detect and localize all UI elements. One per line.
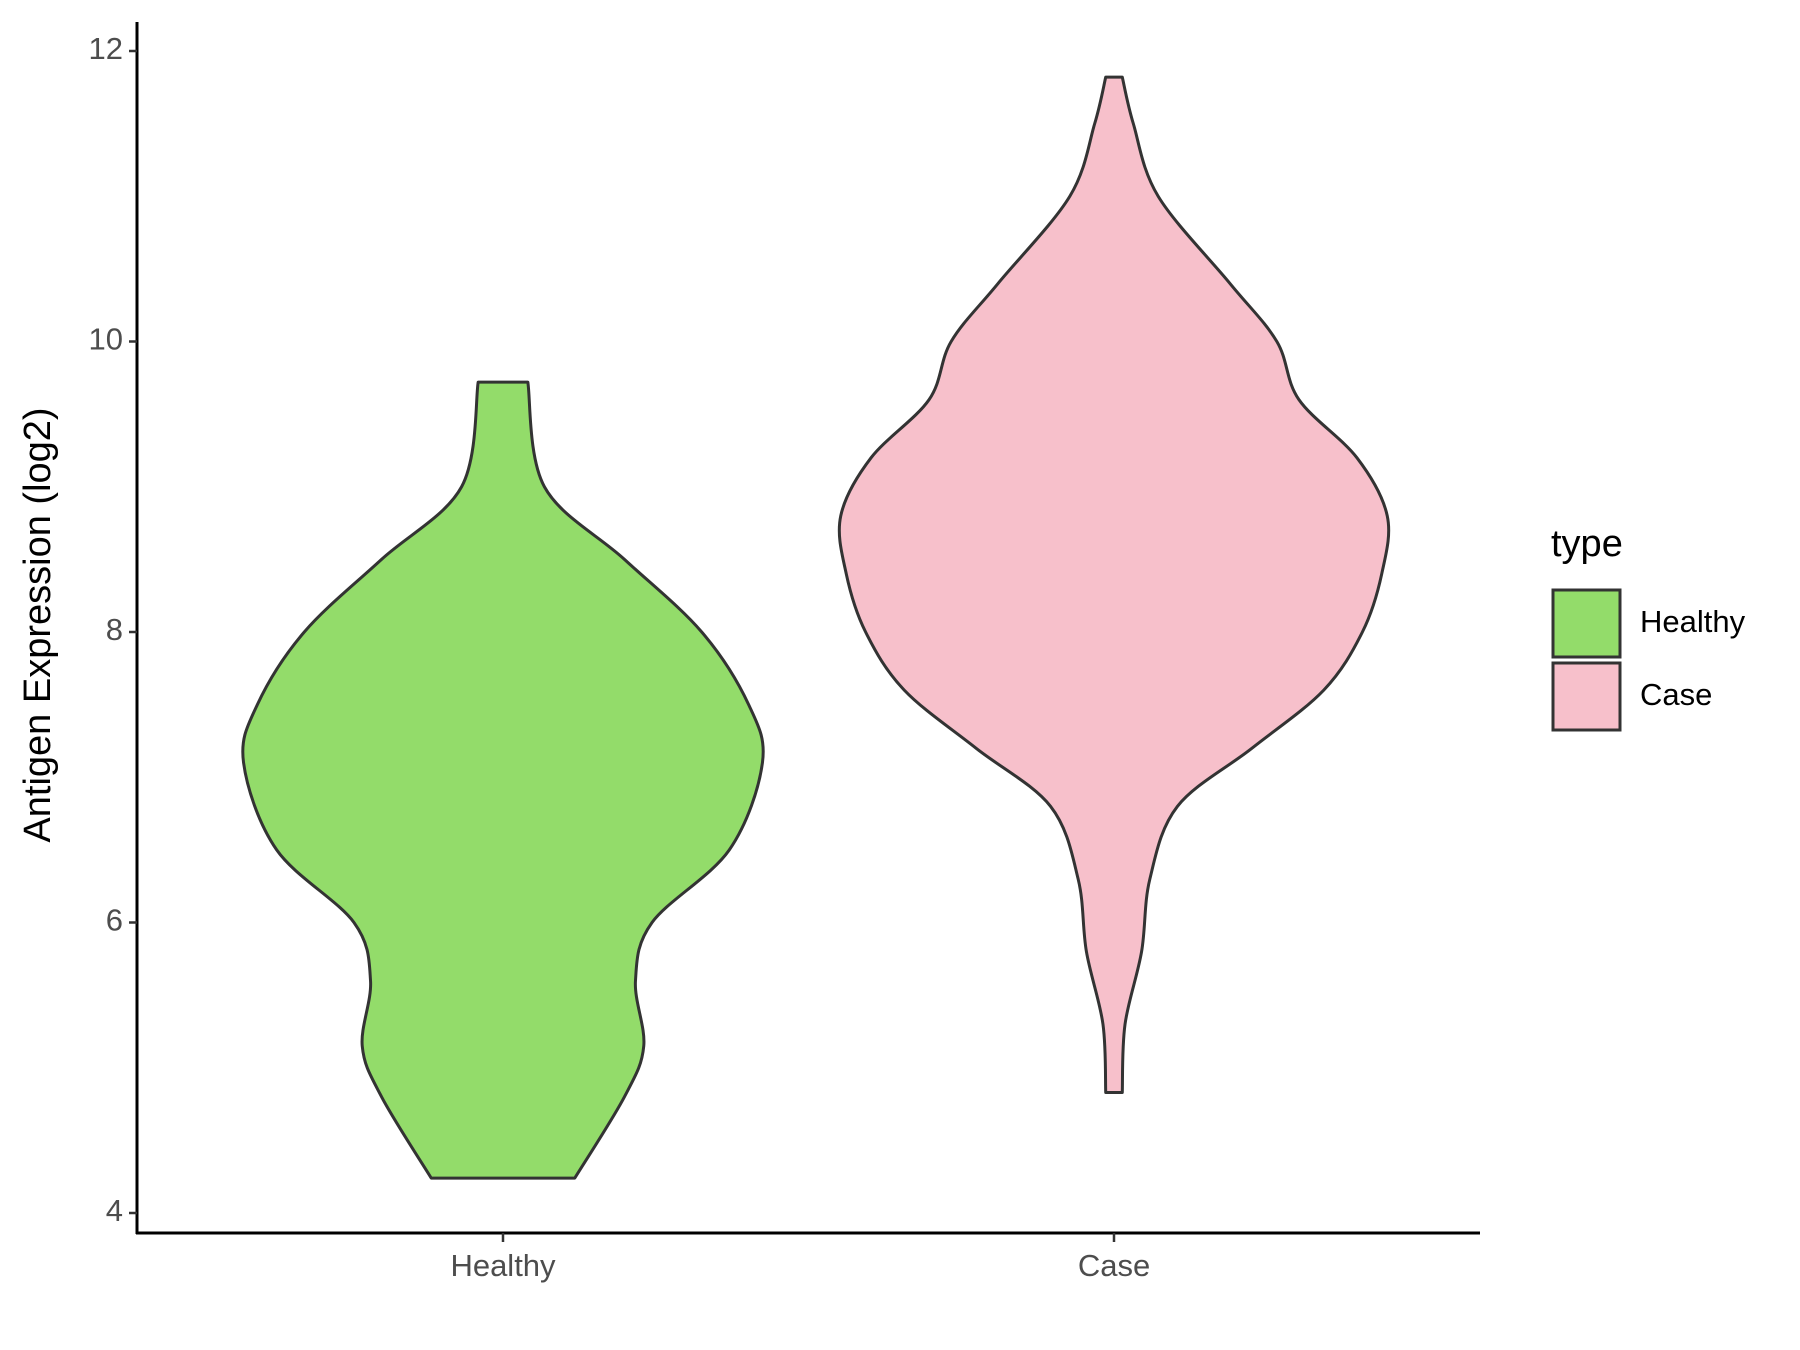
y-tick-label: 4	[106, 1193, 123, 1228]
y-tick-label: 6	[106, 903, 123, 938]
violin	[837, 75, 1391, 1094]
legend-key	[1551, 661, 1622, 732]
y-axis-title: Antigen Expression (log2)	[17, 407, 59, 842]
legend-label: Healthy	[1640, 604, 1746, 639]
y-tick-label: 10	[89, 322, 123, 357]
legend-label: Case	[1640, 677, 1712, 712]
y-tick-label: 12	[89, 31, 123, 66]
violin	[241, 380, 765, 1180]
legend-key	[1551, 588, 1622, 659]
x-tick-label: Healthy	[450, 1248, 556, 1283]
y-tick-label: 8	[106, 612, 123, 647]
legend-title: type	[1551, 523, 1623, 565]
x-tick-label: Case	[1078, 1248, 1150, 1283]
